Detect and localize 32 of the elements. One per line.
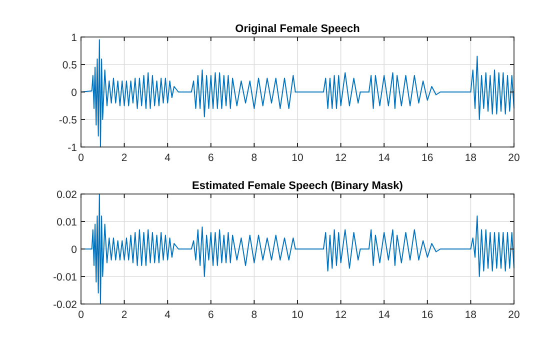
x-tick-label: 18 <box>464 152 477 164</box>
x-tick-label: 6 <box>208 152 214 164</box>
x-tick-label: 20 <box>508 309 520 321</box>
y-tick-label: 0.5 <box>62 60 78 72</box>
x-tick-label: 4 <box>164 152 171 164</box>
y-tick-label: -0.02 <box>53 299 78 311</box>
y-tick-label: 0.01 <box>56 216 78 228</box>
x-tick-label: 14 <box>378 152 390 164</box>
y-tick-label: 0 <box>71 244 78 256</box>
y-tick-label: 1 <box>71 32 78 44</box>
x-tick-label: 8 <box>251 309 258 321</box>
x-tick-label: 2 <box>121 309 128 321</box>
y-tick-label: 0.02 <box>56 189 78 201</box>
x-tick-label: 20 <box>508 152 520 164</box>
y-tick-label: -0.01 <box>53 272 78 284</box>
y-tick-label: -0.5 <box>58 114 78 126</box>
x-tick-label: 14 <box>378 309 390 321</box>
x-tick-label: 6 <box>208 309 214 321</box>
x-tick-label: 16 <box>422 309 434 321</box>
x-tick-label: 10 <box>292 152 304 164</box>
x-tick-label: 4 <box>164 309 171 321</box>
x-tick-label: 10 <box>292 309 304 321</box>
x-tick-label: 2 <box>121 152 128 164</box>
chart-title: Original Female Speech <box>235 23 360 35</box>
y-tick-label: -1 <box>68 142 78 154</box>
chart-title: Estimated Female Speech (Binary Mask) <box>192 180 404 192</box>
x-tick-label: 12 <box>334 152 347 164</box>
y-tick-label: 0 <box>71 87 78 99</box>
x-tick-label: 8 <box>251 152 258 164</box>
x-tick-label: 12 <box>334 309 347 321</box>
x-tick-label: 18 <box>464 309 477 321</box>
x-tick-label: 16 <box>422 152 434 164</box>
